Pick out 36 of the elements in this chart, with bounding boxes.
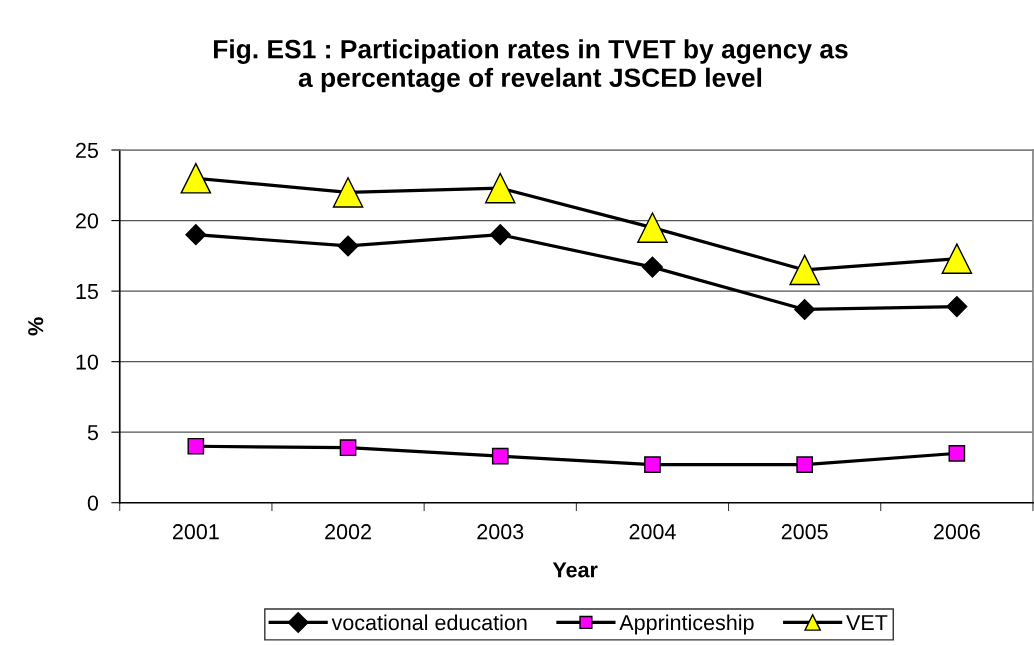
point: [332, 177, 364, 208]
point: [641, 256, 663, 278]
x-tick-label: 2002: [325, 524, 371, 540]
x-tick-label: 2001: [172, 524, 219, 540]
point: [796, 456, 813, 473]
point: [794, 298, 816, 320]
y-tick-label: 10: [76, 354, 99, 370]
point: [337, 235, 359, 257]
y-tick-label: 20: [76, 213, 99, 229]
point: [941, 243, 973, 274]
point: [180, 162, 212, 194]
point: [946, 296, 968, 318]
point: [789, 254, 820, 286]
legend-label: vocational education: [331, 614, 527, 631]
legend-label: Apprinticeship: [619, 614, 754, 635]
point: [484, 172, 516, 204]
point: [187, 437, 205, 455]
x-axis-title: Year: [552, 562, 598, 578]
y-tick-label: 15: [76, 284, 98, 300]
x-tick-label: 2003: [477, 524, 524, 540]
legend-label: VET: [846, 615, 888, 630]
point: [948, 445, 966, 462]
point: [644, 456, 661, 473]
y-tick-label: 0: [87, 495, 99, 511]
point: [185, 224, 207, 246]
y-tick-label: 25: [76, 142, 98, 159]
point: [491, 447, 509, 465]
x-tick-label: 2006: [934, 524, 980, 540]
y-tick-label: 5: [87, 425, 98, 441]
x-tick-label: 2004: [629, 524, 676, 540]
point: [339, 439, 357, 457]
point: [489, 224, 511, 246]
x-tick-label: 2005: [781, 524, 828, 540]
point: [637, 212, 668, 243]
chart-title: Fig. ES1 : Participation rates in TVET by agency as a percentage of revelant JSCED level: [214, 39, 848, 93]
y-axis-title: %: [28, 317, 44, 336]
